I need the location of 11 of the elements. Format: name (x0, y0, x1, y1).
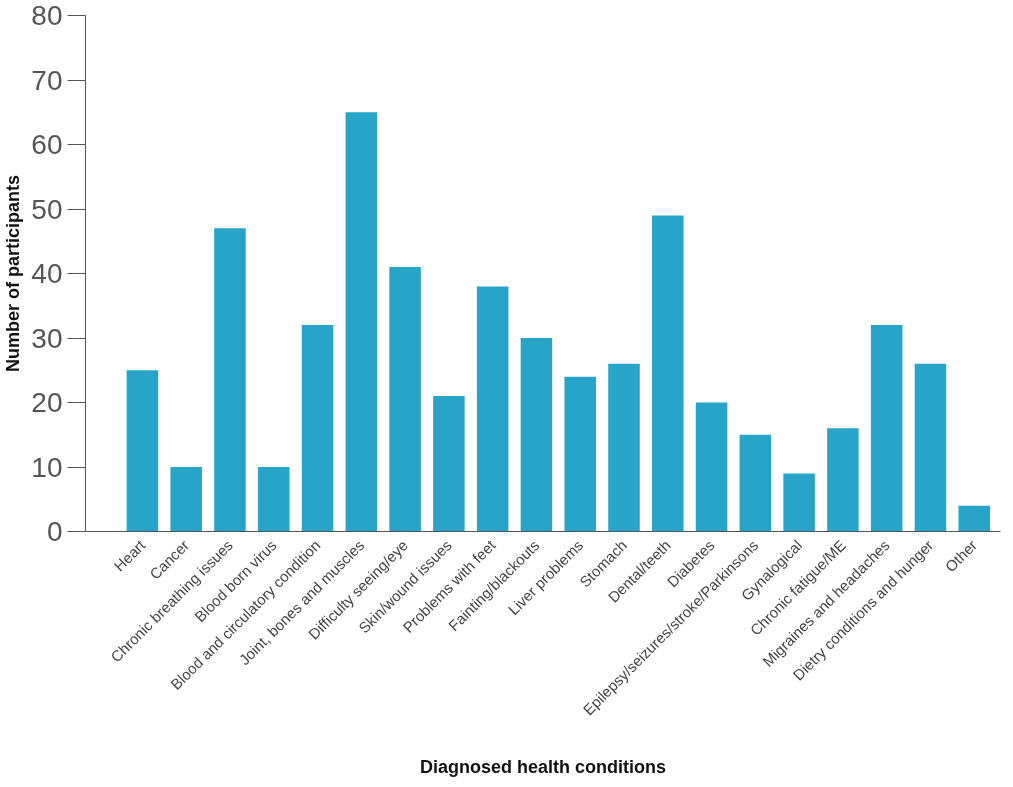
y-tick-label: 10 (31, 451, 63, 483)
y-tick-label: 70 (31, 64, 63, 96)
y-tick-label: 20 (31, 387, 63, 418)
y-tick-label: 50 (31, 193, 63, 225)
y-axis-title: Number of participants (3, 174, 24, 373)
y-tick-label: 0 (46, 516, 63, 547)
y-tick-label: 80 (31, 0, 63, 31)
y-tick-label: 60 (31, 129, 63, 160)
x-axis-title: Diagnosed health conditions (419, 757, 667, 778)
y-tick-label: 30 (31, 322, 63, 354)
y-tick-label: 40 (31, 258, 63, 289)
